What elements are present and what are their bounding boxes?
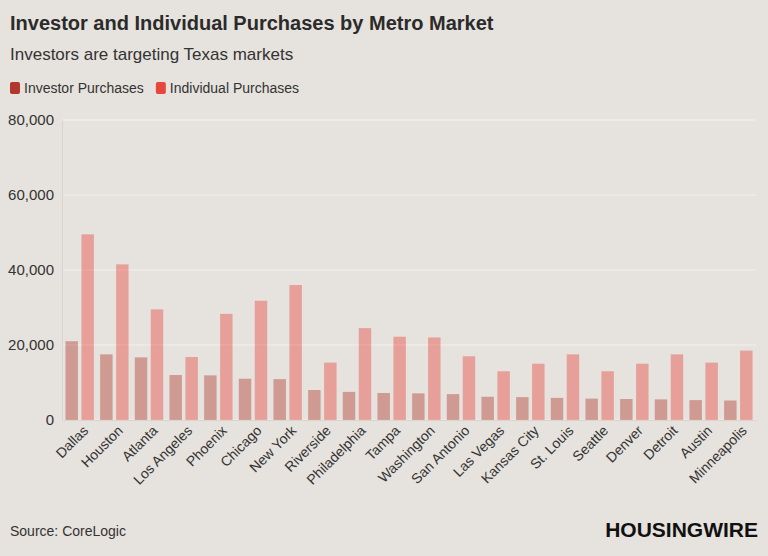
bar <box>100 354 112 420</box>
bar <box>377 393 389 420</box>
legend-swatch <box>156 82 166 94</box>
y-tick-label: 20,000 <box>8 336 54 353</box>
legend-item: Individual Purchases <box>156 80 299 96</box>
y-tick: 60,000 <box>8 186 62 203</box>
grid-line <box>62 120 756 121</box>
bar <box>740 351 752 420</box>
logo: HOUSINGWIRE <box>605 518 758 541</box>
y-tick-label: 40,000 <box>8 261 54 278</box>
bar <box>255 301 267 420</box>
grid-line <box>62 345 756 346</box>
bar <box>428 338 440 421</box>
bar <box>724 401 736 421</box>
y-tick-label: 0 <box>46 411 54 428</box>
bar <box>481 397 493 420</box>
bars <box>65 234 752 420</box>
bar <box>532 364 544 420</box>
x-tick: St. Louis <box>527 420 577 472</box>
bar <box>601 371 613 420</box>
bar <box>204 375 216 420</box>
y-axis-line <box>62 121 63 421</box>
bar <box>308 390 320 420</box>
bar <box>135 357 147 420</box>
bar <box>273 379 285 420</box>
y-tick-label: 60,000 <box>8 186 54 203</box>
bar <box>463 356 475 420</box>
y-tick: 80,000 <box>8 111 62 128</box>
bar <box>185 357 197 420</box>
bar <box>412 393 424 420</box>
series <box>81 234 752 420</box>
x-tick-label: Denver <box>603 422 646 465</box>
y-tick: 20,000 <box>8 336 62 353</box>
x-tick: Philadelphia <box>303 420 368 488</box>
x-tick: Houston <box>78 420 126 470</box>
legend: Investor Purchases Individual Purchases <box>10 80 299 96</box>
x-axis: DallasHoustonAtlantaLos AngelesPhoenixCh… <box>52 420 756 488</box>
x-tick-label: Seattle <box>569 422 611 464</box>
source: Source: CoreLogic <box>10 523 126 539</box>
bar <box>393 337 405 420</box>
grid <box>62 120 756 420</box>
x-tick: Kansas City <box>478 420 542 486</box>
x-tick: Los Angeles <box>130 420 195 488</box>
legend-label: Investor Purchases <box>24 80 144 96</box>
bar <box>151 309 163 420</box>
bar <box>81 234 93 420</box>
legend-label: Individual Purchases <box>170 80 299 96</box>
y-tick-label: 80,000 <box>8 111 54 128</box>
y-tick: 40,000 <box>8 261 62 278</box>
bar <box>567 354 579 420</box>
x-tick: Denver <box>603 420 646 466</box>
x-tick-label: St. Louis <box>527 422 577 472</box>
bar <box>289 285 301 420</box>
bar <box>324 363 336 420</box>
bar <box>116 264 128 420</box>
subtitle: Investors are targeting Texas markets <box>10 45 293 64</box>
bar <box>705 363 717 420</box>
chart: Investor and Individual Purchases by Met… <box>0 0 768 556</box>
bar <box>551 398 563 420</box>
x-tick-label: Minneapolis <box>686 422 750 486</box>
x-tick: Minneapolis <box>686 420 750 486</box>
x-axis-line <box>63 420 757 421</box>
grid-line <box>62 420 756 421</box>
bar <box>359 328 371 420</box>
bar <box>585 399 597 420</box>
legend-item: Investor Purchases <box>10 80 144 96</box>
y-tick: 0 <box>46 411 62 428</box>
bar <box>169 375 181 420</box>
grid-line <box>62 270 756 271</box>
title: Investor and Individual Purchases by Met… <box>10 12 494 34</box>
bar <box>671 354 683 420</box>
bar <box>65 341 77 420</box>
bar <box>516 397 528 420</box>
bar <box>343 392 355 420</box>
x-tick-label: Houston <box>78 422 126 470</box>
bar <box>239 379 251 420</box>
x-tick-label: Philadelphia <box>303 422 368 487</box>
bar <box>220 314 232 420</box>
x-tick-label: Detroit <box>640 422 681 463</box>
y-axis: 0 20,000 40,000 60,000 80,000 <box>8 111 62 428</box>
grid-line <box>62 195 756 196</box>
bar <box>447 394 459 420</box>
bar <box>620 399 632 420</box>
bar <box>655 399 667 420</box>
bar <box>636 364 648 420</box>
x-tick: Detroit <box>640 420 681 463</box>
legend-swatch <box>10 82 20 94</box>
bar <box>689 400 701 420</box>
bar <box>497 371 509 420</box>
